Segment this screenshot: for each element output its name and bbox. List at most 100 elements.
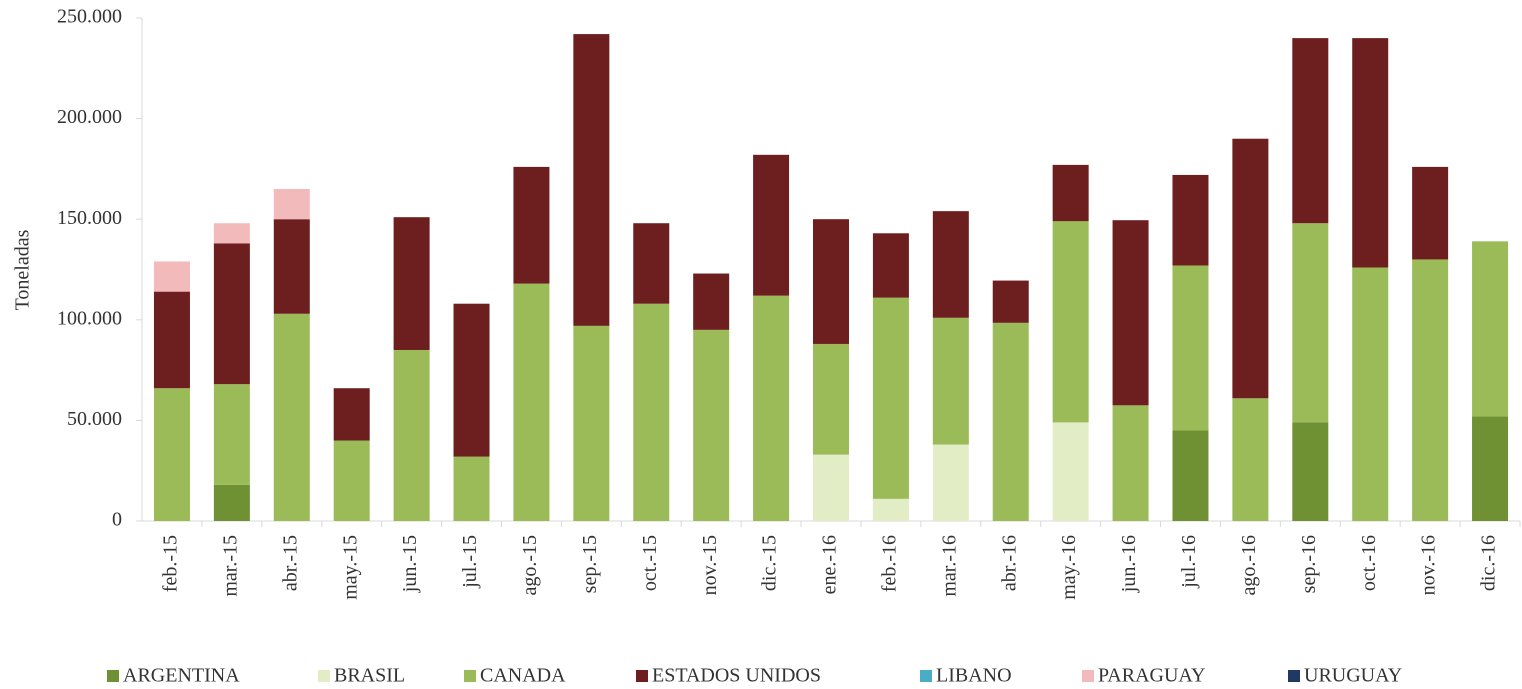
x-tick-label: jun.-16 [1118,535,1140,593]
bar-segment [1292,223,1329,423]
bar-segment [872,233,909,298]
bar-segment [453,456,490,521]
bar-segment [1352,267,1389,521]
x-tick-label: oct.-15 [639,535,661,591]
bar-segment [453,303,490,457]
bar-segment [1172,265,1209,431]
bar-segment [273,219,310,314]
bar-segment [693,273,730,330]
bar-segment [153,261,190,292]
x-tick-label: may.-15 [339,535,361,600]
legend-swatch [920,670,932,682]
bar-segment [573,34,610,326]
bar-segment [1232,138,1269,399]
y-tick-label: 100.000 [57,307,122,329]
legend-label: ESTADOS UNIDOS [652,665,821,687]
legend-swatch [464,670,476,682]
bar-segment [213,223,250,244]
x-tick-label: sep.-16 [1298,535,1320,593]
y-axis-label: Toneladas [12,229,34,310]
legend-swatch [636,670,648,682]
bar-segment [1472,416,1509,521]
bar-segment [1292,422,1329,521]
bar-segment [213,384,250,485]
bar-segment [1292,38,1329,224]
bar-segment [153,291,190,389]
bar-segment [813,219,849,344]
legend-swatch [318,670,330,682]
x-tick-label: dic.-15 [759,535,781,591]
bar-segment [872,297,909,499]
bar-segment [932,444,969,521]
x-tick-label: jul.-16 [1178,535,1200,589]
bar-segment [633,223,670,304]
bar-segment [213,243,250,385]
bar-segment [213,484,250,521]
x-tick-label: ago.-15 [519,535,541,596]
x-tick-label: dic.-16 [1478,535,1500,591]
bar-segment [1172,430,1209,521]
bar-segment [333,388,370,441]
legend-swatch [107,670,119,682]
x-tick-label: abr.-15 [279,535,301,591]
legend-label: LIBANO [936,665,1012,687]
bar-segment [1232,398,1269,521]
x-tick-label: feb.-15 [160,535,182,592]
x-tick-label: abr.-16 [998,535,1020,591]
x-tick-label: mar.-15 [219,535,241,597]
bar-segment [1112,220,1149,406]
y-tick-label: 250.000 [57,6,122,28]
bar-segment [1412,259,1449,521]
bar-segment [693,329,730,521]
x-tick-label: ago.-16 [1238,535,1260,596]
bar-segment [273,189,310,220]
bar-segment [573,325,610,521]
y-tick-label: 50.000 [67,408,122,430]
bar-segment [513,283,550,521]
x-tick-label: may.-16 [1058,535,1080,600]
legend-label: PARAGUAY [1098,665,1205,687]
bar-segment [153,388,190,521]
x-tick-label: mar.-16 [938,535,960,597]
bar-segment [273,313,310,521]
bar-segment [932,317,969,445]
y-tick-label: 150.000 [57,207,122,229]
bar-segment [753,154,790,296]
bar-segment [1352,38,1389,268]
bar-segment [1472,241,1509,417]
bar-segment [393,349,430,521]
x-tick-label: jun.-15 [399,535,421,593]
legend-label: CANADA [480,665,566,687]
bar-segment [992,322,1029,521]
x-tick-label: nov.-16 [1418,535,1440,595]
bar-segment [633,303,670,521]
bar-segment [333,440,370,521]
x-tick-label: feb.-16 [879,535,901,592]
bar-segment [1052,164,1089,222]
bar-segment [992,280,1029,323]
bar-segment [932,211,969,318]
legend-label: BRASIL [334,665,405,687]
legend-label: ARGENTINA [123,665,240,687]
bar-segment [513,166,550,284]
legend-swatch [1082,670,1094,682]
x-tick-label: nov.-15 [699,535,721,595]
bar-segment [813,343,849,455]
y-tick-label: 0 [112,509,122,531]
bar-segment [813,454,849,521]
x-tick-label: oct.-16 [1358,535,1380,591]
bar-segment [753,295,790,521]
bar-segment [1412,166,1449,260]
x-tick-label: sep.-15 [579,535,601,593]
x-tick-label: jul.-15 [459,535,481,589]
y-tick-label: 200.000 [57,106,122,128]
legend-swatch [1288,670,1300,682]
bar-segment [1052,422,1089,521]
bar-segment [1172,174,1209,266]
bar-segment [872,498,909,521]
bar-segment [1052,221,1089,423]
legend-label: URUGUAY [1304,665,1402,687]
bar-segment [1112,405,1149,521]
bar-segment [393,217,430,350]
